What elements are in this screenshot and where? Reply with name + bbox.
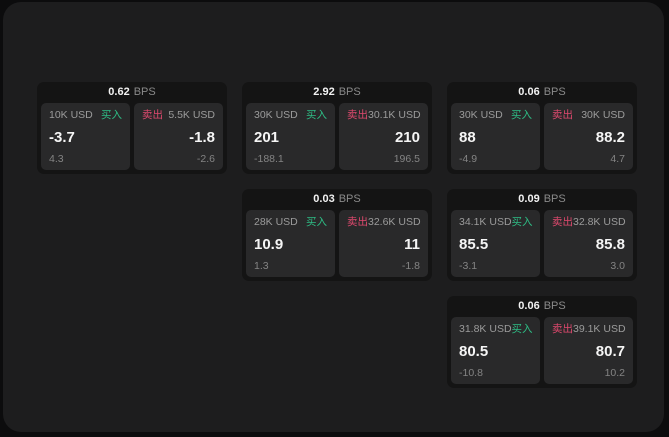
buy-button[interactable]: 买入 [511, 216, 533, 228]
buy-price: 88 [459, 128, 476, 146]
sell-size: 5.5K USD [168, 109, 215, 121]
bps-value: 0.09 [518, 193, 540, 205]
sell-delta: 196.5 [393, 152, 420, 165]
sell-tile[interactable]: 卖出 30.1K USD 210 196.5 [339, 103, 428, 170]
bps-value: 0.06 [518, 86, 540, 98]
card-header: 0.62 BPS [41, 82, 223, 103]
quote-card: 0.09 BPS 34.1K USD 买入 85.5 -3.1 卖出 32.8K… [447, 189, 637, 281]
buy-delta: -10.8 [459, 366, 483, 379]
quote-card: 0.03 BPS 28K USD 买入 10.9 1.3 卖出 32.6K US… [242, 189, 432, 281]
card-header: 2.92 BPS [246, 82, 428, 103]
buy-tile[interactable]: 31.8K USD 买入 80.5 -10.8 [451, 317, 540, 384]
bps-value: 0.62 [108, 86, 130, 98]
bps-unit: BPS [543, 300, 566, 312]
buy-delta: -4.9 [459, 152, 478, 165]
buy-delta: -188.1 [254, 152, 284, 165]
buy-size: 31.8K USD [459, 323, 512, 335]
sell-delta: -1.8 [401, 259, 420, 272]
bps-unit: BPS [133, 86, 156, 98]
sell-size: 39.1K USD [573, 323, 626, 335]
buy-button[interactable]: 买入 [511, 109, 532, 121]
sell-tile[interactable]: 卖出 32.8K USD 85.8 3.0 [544, 210, 633, 277]
card-header: 0.03 BPS [246, 189, 428, 210]
sell-price: 85.8 [595, 235, 625, 253]
buy-button[interactable]: 买入 [101, 109, 122, 121]
quote-card: 0.06 BPS 30K USD 买入 88 -4.9 卖出 30K USD 8… [447, 82, 637, 174]
buy-tile[interactable]: 10K USD 买入 -3.7 4.3 [41, 103, 130, 170]
sell-size: 32.6K USD [368, 216, 421, 228]
buy-delta: -3.1 [459, 259, 478, 272]
bps-value: 0.03 [313, 193, 335, 205]
buy-price: 80.5 [459, 342, 489, 360]
buy-size: 10K USD [49, 109, 93, 121]
sell-button[interactable]: 卖出 [552, 109, 573, 121]
buy-price: 85.5 [459, 235, 489, 253]
bps-value: 0.06 [518, 300, 540, 312]
sell-size: 30.1K USD [368, 109, 421, 121]
sell-tile[interactable]: 卖出 5.5K USD -1.8 -2.6 [134, 103, 223, 170]
card-header: 0.06 BPS [451, 296, 633, 317]
buy-delta: 1.3 [254, 259, 269, 272]
quote-card: 0.62 BPS 10K USD 买入 -3.7 4.3 卖出 5.5K USD… [37, 82, 227, 174]
sell-price: 210 [394, 128, 420, 146]
quote-card: 2.92 BPS 30K USD 买入 201 -188.1 卖出 30.1K … [242, 82, 432, 174]
buy-tile[interactable]: 30K USD 买入 88 -4.9 [451, 103, 540, 170]
bps-value: 2.92 [313, 86, 335, 98]
sell-button[interactable]: 卖出 [552, 323, 573, 335]
card-header: 0.06 BPS [451, 82, 633, 103]
buy-price: 201 [254, 128, 280, 146]
buy-tile[interactable]: 34.1K USD 买入 85.5 -3.1 [451, 210, 540, 277]
buy-price: 10.9 [254, 235, 284, 253]
buy-delta: 4.3 [49, 152, 64, 165]
buy-button[interactable]: 买入 [511, 323, 533, 335]
sell-size: 32.8K USD [573, 216, 626, 228]
bps-unit: BPS [338, 86, 361, 98]
sell-tile[interactable]: 卖出 32.6K USD 11 -1.8 [339, 210, 428, 277]
sell-tile[interactable]: 卖出 39.1K USD 80.7 10.2 [544, 317, 633, 384]
sell-button[interactable]: 卖出 [142, 109, 163, 121]
card-header: 0.09 BPS [451, 189, 633, 210]
bps-unit: BPS [543, 193, 566, 205]
sell-button[interactable]: 卖出 [552, 216, 573, 228]
sell-price: -1.8 [189, 128, 215, 146]
sell-tile[interactable]: 卖出 30K USD 88.2 4.7 [544, 103, 633, 170]
sell-size: 30K USD [581, 109, 625, 121]
buy-size: 28K USD [254, 216, 298, 228]
buy-price: -3.7 [49, 128, 75, 146]
buy-size: 30K USD [254, 109, 298, 121]
buy-button[interactable]: 买入 [306, 216, 327, 228]
sell-delta: 10.2 [604, 366, 625, 379]
buy-button[interactable]: 买入 [306, 109, 327, 121]
sell-button[interactable]: 卖出 [347, 216, 368, 228]
quote-card: 0.06 BPS 31.8K USD 买入 80.5 -10.8 卖出 39.1… [447, 296, 637, 388]
buy-tile[interactable]: 28K USD 买入 10.9 1.3 [246, 210, 335, 277]
buy-tile[interactable]: 30K USD 买入 201 -188.1 [246, 103, 335, 170]
bps-unit: BPS [338, 193, 361, 205]
sell-price: 11 [404, 235, 420, 253]
sell-delta: -2.6 [196, 152, 215, 165]
sell-button[interactable]: 卖出 [347, 109, 368, 121]
sell-delta: 4.7 [610, 152, 625, 165]
bps-unit: BPS [543, 86, 566, 98]
buy-size: 34.1K USD [459, 216, 512, 228]
sell-delta: 3.0 [610, 259, 625, 272]
sell-price: 88.2 [595, 128, 625, 146]
buy-size: 30K USD [459, 109, 503, 121]
sell-price: 80.7 [595, 342, 625, 360]
